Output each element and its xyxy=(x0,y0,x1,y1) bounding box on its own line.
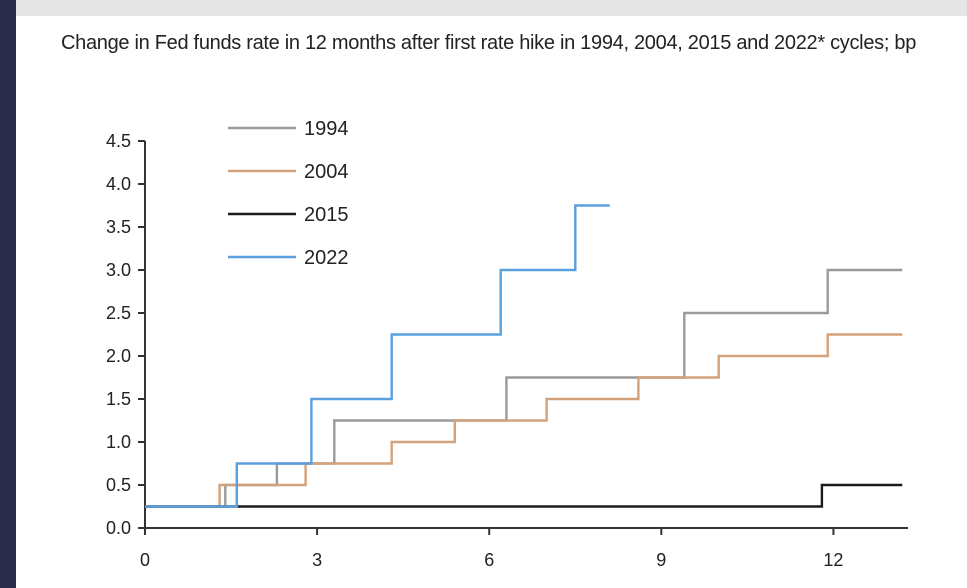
y-tick-label: 4.5 xyxy=(106,131,131,151)
y-tick-label: 3.5 xyxy=(106,217,131,237)
chart-title: Change in Fed funds rate in 12 months af… xyxy=(61,32,917,54)
series-line-2015 xyxy=(145,483,903,508)
chart-panel xyxy=(16,16,967,588)
x-tick-label: 3 xyxy=(312,550,322,570)
x-tick-label: 9 xyxy=(656,550,666,570)
y-tick-label: 2.5 xyxy=(106,303,131,323)
series-line-2004 xyxy=(145,333,903,508)
legend-label-2022: 2022 xyxy=(304,247,349,269)
y-tick-label: 1.5 xyxy=(106,389,131,409)
frame-left xyxy=(0,0,16,588)
legend-label-2015: 2015 xyxy=(304,204,349,226)
y-tick-label: 4.0 xyxy=(106,174,131,194)
series-lines xyxy=(145,204,903,508)
x-tick-label: 12 xyxy=(823,550,843,570)
axes: 0.0 0.5 1.0 1.5 2.0 2.5 3.0 3.5 4.0 4.5 0 3 6 9 12 xyxy=(106,131,908,570)
legend: 1994 2004 2015 2022 xyxy=(228,118,349,269)
y-tick-label: 1.0 xyxy=(106,432,131,452)
legend-label-1994: 1994 xyxy=(304,118,349,140)
x-tick-label: 0 xyxy=(140,550,150,570)
series-line-1994 xyxy=(145,268,903,508)
series-line-2022 xyxy=(145,204,610,508)
x-tick-label: 6 xyxy=(484,550,494,570)
y-tick-label: 3.0 xyxy=(106,260,131,280)
y-tick-label: 0.0 xyxy=(106,518,131,538)
y-tick-label: 2.0 xyxy=(106,346,131,366)
legend-label-2004: 2004 xyxy=(304,161,349,183)
frame-top xyxy=(0,0,967,16)
y-tick-label: 0.5 xyxy=(106,475,131,495)
